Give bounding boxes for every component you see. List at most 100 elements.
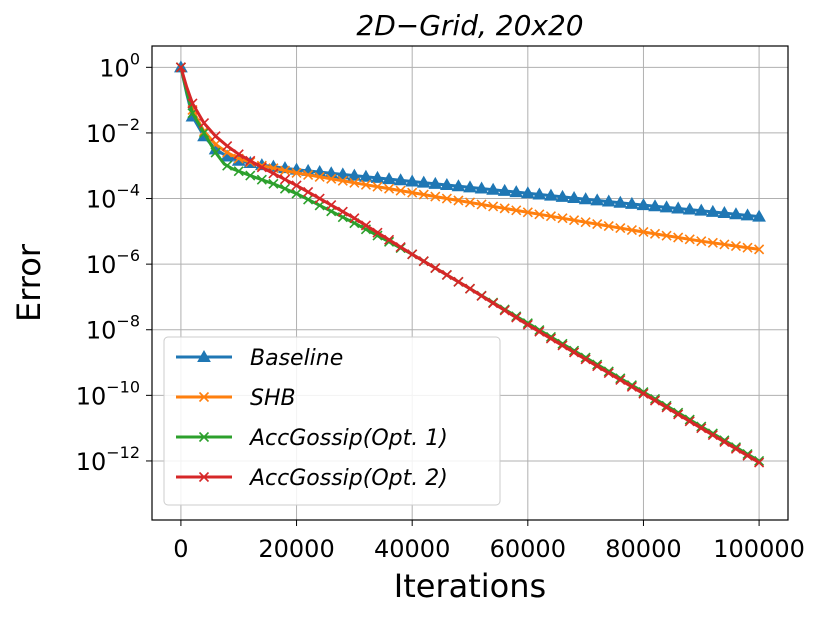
y-axis-title: Error: [10, 243, 48, 322]
y-tick-label: 10−6: [86, 246, 140, 279]
series-marker: [337, 206, 348, 217]
series-marker: [463, 180, 477, 193]
legend-label: SHB: [250, 386, 296, 411]
y-tick-label: 10−8: [86, 312, 140, 345]
series-marker: [590, 193, 605, 206]
series-marker: [453, 276, 464, 287]
series-marker: [649, 395, 661, 406]
series-marker: [569, 215, 580, 226]
series-marker: [488, 298, 499, 309]
y-tick-power: −2: [116, 115, 140, 134]
series-marker: [520, 186, 535, 199]
series-marker: [372, 181, 383, 192]
series-marker: [359, 169, 373, 182]
series-marker: [222, 140, 233, 152]
axis-ticks: 0 20000 40000 60000 80000 10000010010−210−410…: [76, 49, 805, 563]
y-tick-label: 100: [99, 49, 140, 82]
series-marker: [372, 227, 383, 238]
series-marker: [557, 213, 568, 224]
series-marker: [279, 165, 291, 176]
series-marker: [335, 167, 350, 180]
series-marker: [638, 226, 649, 238]
series-marker: [534, 209, 545, 220]
series-marker: [532, 187, 547, 200]
series-marker: [499, 203, 510, 214]
series-marker: [752, 209, 766, 222]
series-marker: [303, 186, 314, 198]
series-marker: [383, 234, 395, 245]
series-marker: [696, 236, 707, 247]
series-marker: [499, 305, 510, 316]
series-marker: [210, 131, 221, 142]
x-axis-title: Iterations: [394, 567, 546, 605]
series-marker: [441, 193, 452, 204]
legend-marker: [198, 471, 210, 483]
series-marker: [592, 219, 603, 230]
series-marker: [742, 242, 753, 253]
series-marker: [187, 98, 198, 109]
series-marker: [567, 191, 581, 204]
series-marker: [393, 173, 408, 186]
legend-label: AccGossip(Opt. 2): [248, 466, 448, 491]
series-marker: [279, 183, 291, 194]
series-marker: [476, 290, 487, 302]
x-tick-label: 20000: [258, 535, 334, 563]
series-marker: [592, 361, 603, 372]
series-marker: [256, 174, 267, 185]
series-marker: [615, 374, 626, 385]
series-marker: [416, 175, 431, 188]
series-marker: [395, 185, 406, 196]
series-marker: [382, 172, 396, 185]
series-marker: [476, 199, 487, 210]
series-marker: [210, 147, 221, 158]
y-tick-base: 10: [76, 448, 107, 476]
series-marker: [742, 450, 753, 461]
series-marker: [580, 354, 591, 365]
legend-label-main: SHB: [250, 386, 296, 411]
series-marker: [580, 217, 591, 228]
series-marker: [233, 149, 244, 160]
x-tick-label: 0: [173, 535, 188, 563]
series-marker: [511, 205, 522, 216]
series-marker: [511, 312, 522, 323]
series-marker: [464, 197, 476, 208]
series-marker: [625, 196, 639, 209]
series-marker: [707, 429, 718, 441]
series-marker: [603, 367, 614, 379]
plot-frame: [151, 45, 789, 521]
legend-box: [163, 336, 501, 506]
series-marker: [694, 203, 709, 216]
series-marker: [534, 326, 545, 337]
series-marker: [303, 194, 314, 205]
series-marker: [441, 269, 452, 281]
series-marker: [314, 193, 325, 204]
y-tick-base: 10: [76, 382, 107, 410]
series-marker: [719, 239, 730, 250]
series-marker: [509, 185, 524, 198]
series-marker: [291, 167, 302, 179]
series-marker: [754, 457, 765, 468]
series-marker: [464, 283, 476, 294]
series-marker: [440, 178, 454, 191]
legend-label-option: (Opt. 2): [363, 466, 448, 491]
series-marker: [233, 166, 244, 177]
series-marker: [198, 127, 210, 138]
series-marker: [522, 319, 533, 330]
series-marker: [705, 204, 720, 217]
series-marker: [671, 201, 686, 214]
y-tick-label: 10−2: [86, 115, 140, 148]
y-tick-power: −4: [116, 181, 140, 200]
y-tick-label: 10−10: [76, 377, 140, 410]
series-marker: [603, 221, 614, 232]
series-marker: [451, 179, 466, 192]
series-marker: [349, 177, 360, 188]
y-tick-power: −6: [116, 246, 140, 265]
series-marker: [555, 189, 570, 202]
series-marker: [337, 175, 348, 186]
series-marker: [418, 256, 429, 267]
series-marker: [649, 228, 661, 239]
series-marker: [222, 160, 233, 171]
y-tick-power: 0: [130, 49, 140, 68]
series-marker: [557, 340, 568, 351]
series-marker: [360, 220, 371, 231]
